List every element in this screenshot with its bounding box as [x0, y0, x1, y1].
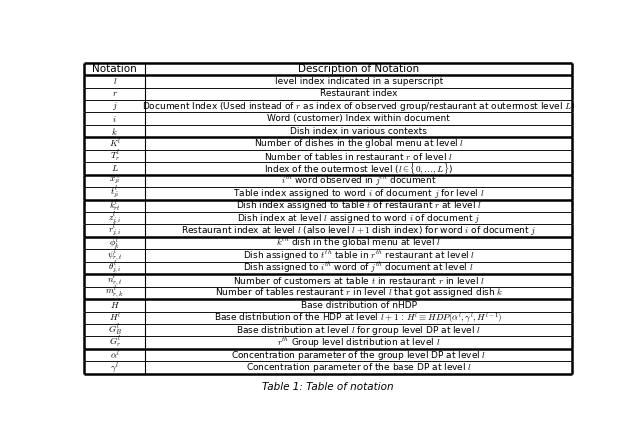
Text: $x_{ji}$: $x_{ji}$	[109, 176, 120, 186]
Text: Number of customers at table $t$ in restaurant $r$ in level $l$: Number of customers at table $t$ in rest…	[233, 275, 484, 286]
Text: $\psi^l_{r,t}$: $\psi^l_{r,t}$	[107, 247, 122, 264]
Text: $L$: $L$	[111, 163, 118, 174]
Text: Base distribution of the HDP at level $l+1$ : $H^l \equiv HDP(\alpha^l, \gamma^l: Base distribution of the HDP at level $l…	[214, 311, 503, 325]
Text: Base distribution at level $l$ for group level DP at level $l$: Base distribution at level $l$ for group…	[236, 324, 481, 337]
Text: $i$: $i$	[113, 114, 117, 124]
Text: Number of tables in restaurant $r$ of level $l$: Number of tables in restaurant $r$ of le…	[264, 151, 453, 162]
Text: $\phi^l_k$: $\phi^l_k$	[109, 235, 120, 251]
Text: Table index assigned to word $i$ of document $j$ for level $l$: Table index assigned to word $i$ of docu…	[233, 187, 484, 200]
Text: $\alpha^l$: $\alpha^l$	[109, 349, 120, 361]
Text: $\theta^l_{j,i}$: $\theta^l_{j,i}$	[108, 260, 122, 276]
Text: $r^l_{j,i}$: $r^l_{j,i}$	[108, 222, 122, 239]
Text: Concentration parameter of the base DP at level $l$: Concentration parameter of the base DP a…	[246, 361, 472, 374]
Text: $G^l_r$: $G^l_r$	[109, 335, 121, 350]
Text: $r^{th}$ Group level distribution at level $l$: $r^{th}$ Group level distribution at lev…	[277, 335, 440, 350]
Text: $H^l$: $H^l$	[109, 311, 121, 324]
Text: $z^l_{j,i}$: $z^l_{j,i}$	[108, 210, 122, 227]
Text: Dish index assigned to table $t$ of restaurant $r$ at level $l$: Dish index assigned to table $t$ of rest…	[236, 199, 482, 212]
Text: $H$: $H$	[109, 300, 120, 311]
Text: $k^l_{rt}$: $k^l_{rt}$	[109, 198, 120, 214]
Text: $n^l_{r,t}$: $n^l_{r,t}$	[107, 272, 122, 289]
Text: Description of Notation: Description of Notation	[298, 64, 419, 74]
Text: $l$: $l$	[113, 76, 117, 86]
Text: Document Index (Used instead of $r$ as index of observed group/restaurant at out: Document Index (Used instead of $r$ as i…	[142, 100, 575, 113]
Text: Restaurant index at level $l$ (also level $l+1$ dish index) for word $i$ of docu: Restaurant index at level $l$ (also leve…	[181, 224, 536, 237]
Text: $t^l_{ji}$: $t^l_{ji}$	[110, 185, 120, 202]
Text: $j$: $j$	[112, 100, 118, 112]
Text: $r$: $r$	[112, 89, 118, 98]
Text: Dish index at level $l$ assigned to word $i$ of document $j$: Dish index at level $l$ assigned to word…	[237, 212, 481, 225]
Text: Restaurant index: Restaurant index	[320, 89, 397, 98]
Text: $m^l_{r,k}$: $m^l_{r,k}$	[106, 284, 124, 301]
Text: Number of dishes in the global menu at level $l$: Number of dishes in the global menu at l…	[253, 137, 464, 150]
Text: $i^{th}$ word observed in $j^{th}$ document: $i^{th}$ word observed in $j^{th}$ docum…	[281, 174, 436, 188]
Text: $k$: $k$	[111, 126, 118, 136]
Text: Index of the outermost level ($l \in \{0,\ldots,L\}$): Index of the outermost level ($l \in \{0…	[264, 160, 453, 177]
Text: Number of tables restaurant $r$ in level $l$ that got assigned dish $k$: Number of tables restaurant $r$ in level…	[214, 287, 503, 299]
Text: $k^{th}$ dish in the global menu at level $l$: $k^{th}$ dish in the global menu at leve…	[276, 236, 441, 250]
Text: $G^l_B$: $G^l_B$	[108, 323, 122, 338]
Text: Word (customer) Index within document: Word (customer) Index within document	[268, 114, 450, 123]
Text: level index indicated in a superscript: level index indicated in a superscript	[275, 77, 443, 86]
Text: $T^l_r$: $T^l_r$	[109, 148, 120, 164]
Text: $K^l$: $K^l$	[109, 137, 121, 150]
Text: Dish assigned to $t^{th}$ table in $r^{th}$ restaurant at level $l$: Dish assigned to $t^{th}$ table in $r^{t…	[243, 249, 475, 263]
Text: $\gamma^l$: $\gamma^l$	[110, 360, 119, 375]
Text: Base distribution of nHDP: Base distribution of nHDP	[301, 301, 417, 310]
Text: Dish assigned to $i^{th}$ word of $j^{th}$ document at level $l$: Dish assigned to $i^{th}$ word of $j^{th…	[243, 261, 474, 275]
Text: Notation: Notation	[92, 64, 137, 74]
Text: Concentration parameter of the group level DP at level $l$: Concentration parameter of the group lev…	[231, 349, 486, 361]
Text: Table 1: Table of notation: Table 1: Table of notation	[262, 382, 394, 392]
Text: Dish index in various contexts: Dish index in various contexts	[291, 127, 427, 136]
